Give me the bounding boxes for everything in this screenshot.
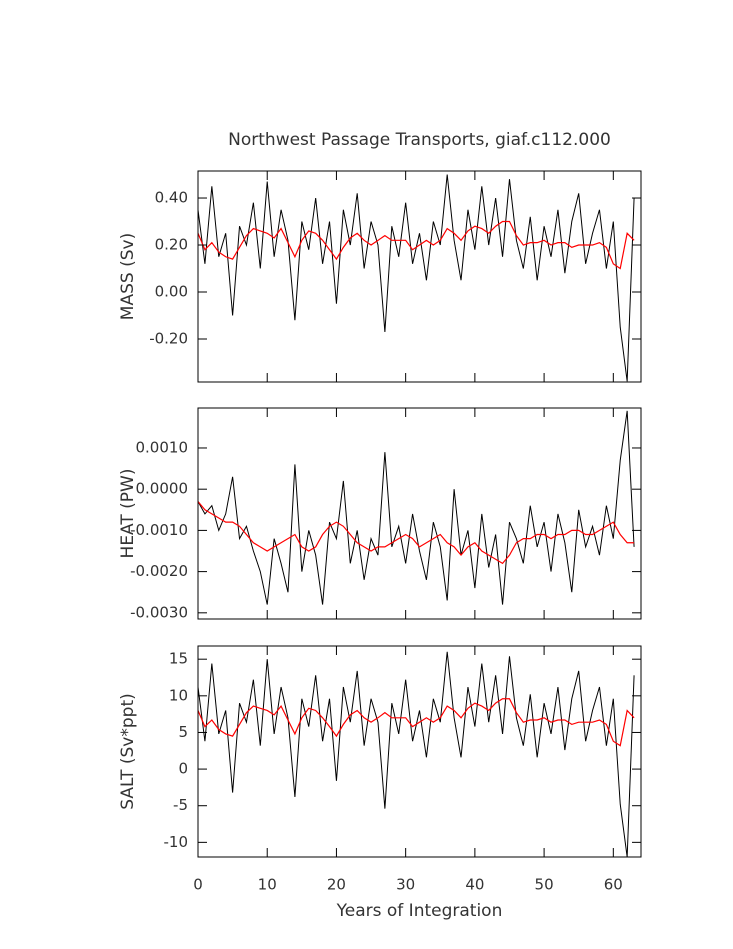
y-tick-label: 0.00 — [155, 283, 188, 301]
plot-frame — [197, 170, 642, 383]
y-tick-label: 0.20 — [155, 236, 188, 254]
y-tick-label: -0.0010 — [130, 521, 188, 539]
y-tick-label: 0 — [178, 760, 188, 778]
plot-frame — [197, 645, 642, 858]
y-tick-label: -10 — [164, 833, 189, 851]
x-tick-label: 30 — [396, 876, 415, 894]
plot-frame — [197, 407, 642, 620]
y-axis-label: SALT (Sv*ppt) — [118, 693, 138, 810]
y-tick-label: -5 — [173, 796, 188, 814]
data-line — [197, 174, 635, 382]
chart-title: Northwest Passage Transports, giaf.c112.… — [228, 130, 611, 150]
y-tick-label: 15 — [169, 650, 188, 668]
x-tick-label: 60 — [604, 876, 623, 894]
x-tick-label: 50 — [535, 876, 554, 894]
data-line — [197, 220, 635, 270]
y-axis-label: MASS (Sv) — [118, 233, 138, 320]
y-tick-label: 5 — [178, 723, 188, 741]
x-tick-label: 40 — [465, 876, 484, 894]
x-axis-label: Years of Integration — [336, 901, 503, 921]
y-tick-label: -0.0020 — [130, 562, 188, 580]
x-tick-label: 0 — [193, 876, 203, 894]
y-tick-label: -0.0030 — [130, 603, 188, 621]
data-line — [197, 698, 635, 747]
x-tick-label: 20 — [327, 876, 346, 894]
x-tick-label: 10 — [258, 876, 277, 894]
y-tick-label: 0.0010 — [136, 438, 189, 456]
y-tick-label: 10 — [169, 686, 188, 704]
y-tick-label: 0.40 — [155, 189, 188, 207]
y-tick-label: 0.0000 — [136, 480, 189, 498]
y-axis-label: HEAT (PW) — [118, 469, 138, 559]
data-line — [197, 651, 635, 858]
data-line — [197, 410, 635, 605]
y-tick-label: -0.20 — [149, 330, 188, 348]
data-line — [197, 501, 635, 565]
